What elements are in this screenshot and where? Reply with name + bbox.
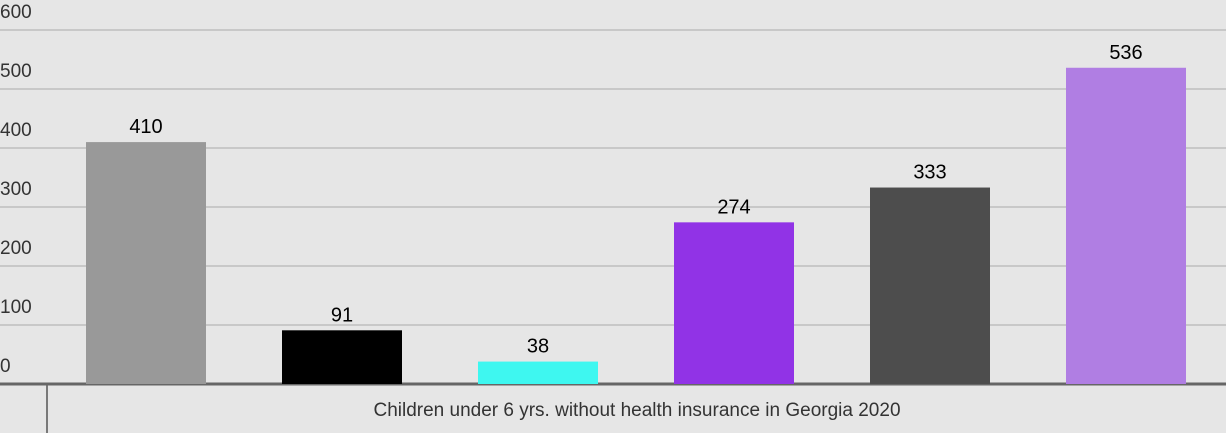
y-tick-label: 300 (0, 179, 32, 200)
y-tick-label: 500 (0, 61, 32, 82)
y-tick-label: 100 (0, 297, 32, 318)
value-label: 536 (1109, 42, 1142, 64)
x-axis-label: Children under 6 yrs. without health ins… (373, 400, 900, 421)
y-tick-label: 600 (0, 2, 32, 23)
bar (870, 187, 990, 384)
bar (86, 142, 206, 384)
bar (674, 222, 794, 384)
bar (282, 330, 402, 384)
value-label: 410 (129, 116, 162, 138)
bar (1066, 67, 1186, 384)
value-label: 274 (717, 196, 750, 218)
y-tick-label: 400 (0, 120, 32, 141)
value-label: 91 (331, 304, 353, 326)
value-label: 333 (913, 162, 946, 184)
y-tick-label: 200 (0, 238, 32, 259)
y-tick-label: 0 (0, 356, 11, 377)
bar (478, 361, 598, 384)
value-label: 38 (527, 336, 549, 358)
